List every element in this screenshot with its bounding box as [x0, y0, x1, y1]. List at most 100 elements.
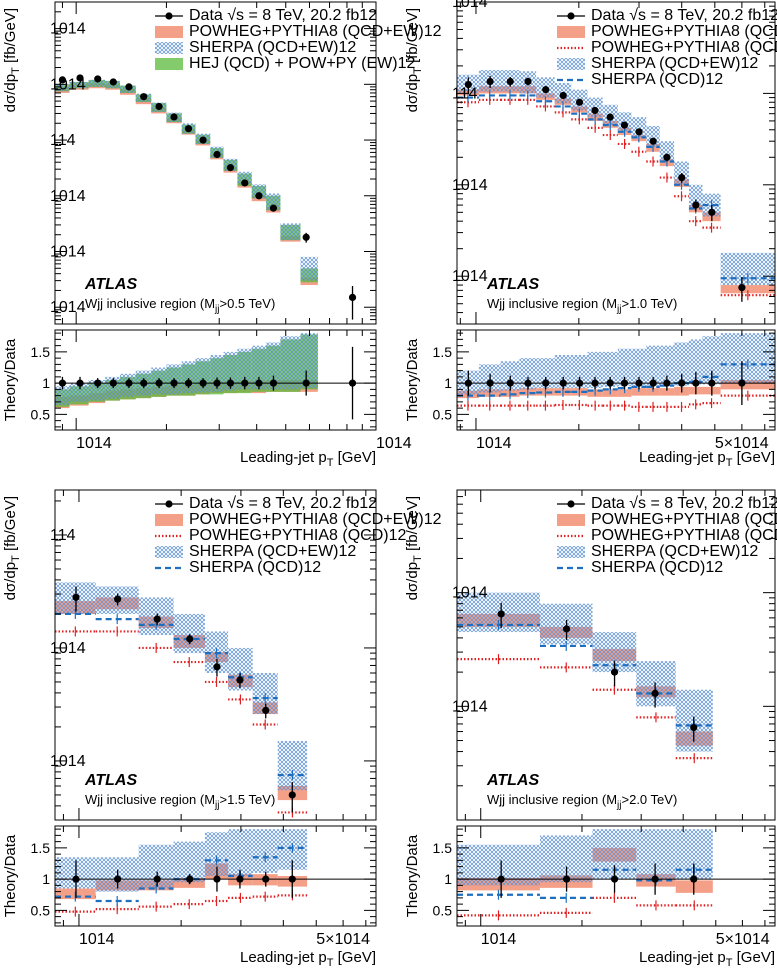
ratio-frame: [54, 825, 377, 927]
end: 1014: [50, 640, 86, 657]
ratio-plot: [457, 333, 775, 412]
main-plot: [55, 582, 308, 818]
sherpa_ew-ratio-band-bin: [720, 333, 775, 384]
data-point: [348, 293, 357, 302]
ratio-data-point: [559, 379, 567, 387]
legend-marker-dot: [567, 500, 575, 508]
sherpa_ew-band-bin: [88, 79, 106, 87]
ratio-data-point: [497, 875, 505, 883]
start: HEJ (QCD) + POW+PY (EW)12: [189, 55, 416, 72]
x-axis-title: Leading-jet pT [GeV]: [639, 949, 775, 969]
y-axis-ticks: 1014 1014 0.5 1 1.5: [433, 489, 775, 924]
legend-item-data: Data √s = 8 TeV, 20.2 fb12: [155, 495, 377, 512]
ratio-data-point: [170, 379, 178, 387]
ratio-data-point: [114, 875, 122, 883]
ratio-data-point: [262, 875, 270, 883]
data-point: [575, 98, 584, 106]
ratio-y-tick-label: 1: [444, 871, 452, 887]
x-axis-title: Leading-jet pT [GeV]: [639, 449, 775, 469]
legend-swatch: [557, 26, 585, 38]
x-axis-title: Leading-jet pT [GeV]: [240, 949, 376, 969]
sherpa_ew-ratio-band-bin: [602, 351, 618, 387]
series-sherpa_ew: [457, 70, 775, 286]
sherpa_ew-ratio-band-bin: [69, 383, 89, 402]
legend-swatch: [155, 58, 183, 70]
series-sherpa_ew: [55, 79, 318, 281]
legend-marker-dot: [165, 500, 173, 508]
ratio-data-point: [620, 379, 629, 387]
legend-item-powheg_qcd: POWHEG+PYTHIA8 (QCD)12: [557, 527, 777, 544]
legend-item-sherpa_qcd: SHERPA (QCD)12: [557, 71, 723, 88]
sherpa_ew-ratio-band-bin: [702, 336, 721, 385]
region-label: Wjj inclusive region (Mjj>2.0 TeV): [487, 792, 677, 811]
data-point: [236, 676, 244, 684]
ratio-axis-title: Theory/Data: [404, 834, 421, 917]
ratio-axis-title: Theory/Data: [2, 338, 19, 421]
ratio-y-tick-label: 1: [444, 375, 452, 391]
middle: 1014: [76, 435, 112, 452]
data-point: [114, 595, 122, 603]
sherpa_ew-band-bin: [659, 141, 675, 162]
ratio-series-powheg_qcd: [457, 390, 775, 412]
legend-item-data: Data √s = 8 TeV, 20.2 fb12: [557, 495, 777, 512]
ratio-data-point: [76, 379, 84, 387]
ratio-data-point: [708, 379, 716, 387]
sherpa_ew-ratio-band-bin: [300, 333, 318, 389]
data-point: [620, 121, 629, 129]
start: POWHEG+PYTHIA8 (QCD+EW)12: [591, 23, 777, 40]
main-frame: [456, 489, 776, 821]
start: Data √s = 8 TeV, 20.2 fb12: [591, 7, 777, 24]
start: SHERPA (QCD)12: [591, 559, 723, 576]
data-points: [497, 602, 698, 742]
ratio-plot: [55, 829, 376, 917]
data-points: [58, 74, 357, 320]
x-axis-ticks: 1014 5×1014: [464, 490, 770, 948]
ratio-frame: [456, 329, 776, 431]
ratio-data-point: [302, 379, 310, 387]
legend: Data √s = 8 TeV, 20.2 fb12POWHEG+PYTHIA8…: [155, 495, 442, 576]
ratio-data-point: [236, 875, 244, 883]
data-point: [226, 164, 235, 172]
sherpa_ew-ratio-band-bin: [636, 829, 676, 880]
x-axis-ticks: 1014 5×1014: [62, 490, 370, 948]
data-point: [184, 125, 193, 133]
ratio-data-point: [690, 875, 698, 883]
start: SHERPA (QCD+EW)12: [189, 39, 356, 56]
start: POWHEG+PYTHIA8 (QCD+EW)12: [189, 23, 442, 40]
start: Data √s = 8 TeV, 20.2 fb12: [189, 7, 377, 24]
middle: 1014: [376, 435, 412, 452]
ratio-data-point: [109, 379, 117, 387]
data-point: [155, 102, 163, 111]
end: 1014: [50, 243, 86, 260]
ratio-data-points: [464, 361, 746, 405]
data-point: [58, 76, 67, 84]
ratio-data-point: [269, 379, 278, 387]
end: 1014: [452, 0, 488, 11]
sherpa_ew-ratio-band-bin: [55, 386, 70, 405]
ratio-y-tick-label: 0.5: [433, 406, 453, 422]
ratio-axis-title: Theory/Data: [404, 338, 421, 421]
end: 1014: [50, 76, 86, 93]
series-hej: [55, 79, 318, 283]
sherpa_ew-band-bin: [173, 613, 205, 654]
middle: 1014: [476, 435, 512, 452]
sherpa_ew-ratio-band-bin: [587, 351, 603, 389]
legend-swatch: [155, 514, 183, 526]
sherpa_ew-ratio-band-bin: [571, 355, 588, 389]
y-axis-ticks: 1014 1014 114 1014 0.5 1 1.5: [433, 0, 775, 428]
atlas-label: ATLAS: [486, 276, 539, 293]
sherpa_ew-ratio-band-bin: [88, 380, 106, 401]
series-sherpa_qcd: [457, 90, 775, 284]
ratio-data-point: [692, 379, 700, 387]
ratio-data-point: [241, 379, 249, 387]
end: 1014: [50, 753, 86, 770]
end: 1014: [50, 21, 86, 38]
ratio-data-point: [606, 379, 614, 387]
ratio-y-tick-label: 0.5: [31, 406, 51, 422]
ratio-data-points: [497, 860, 698, 898]
data-point: [506, 77, 514, 86]
legend-item-powheg_qcd: POWHEG+PYTHIA8 (QCD)12: [557, 39, 777, 56]
middle: 5×1014: [715, 435, 769, 452]
ratio-y-tick-label: 1: [42, 375, 50, 391]
